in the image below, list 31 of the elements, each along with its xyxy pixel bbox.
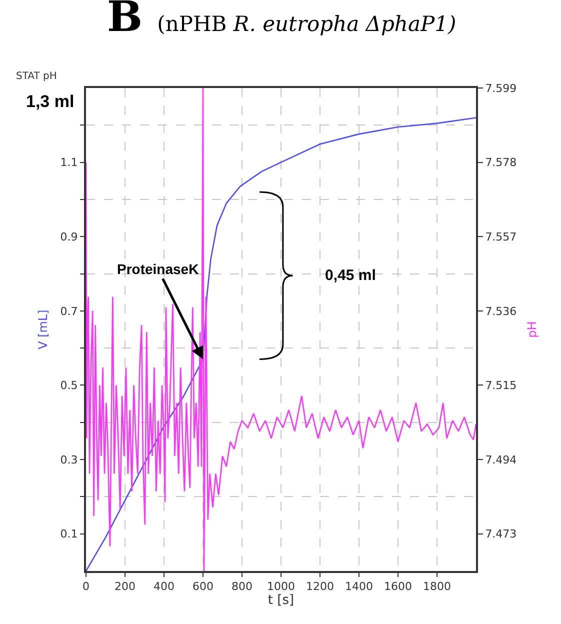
x-tick-label: 800 [232,580,252,594]
text: 1,3 ml [26,92,74,111]
y2-tick-label: 7.557 [485,230,517,244]
y-tick-label: 0.7 [60,304,78,318]
y2-tick-label: 7.599 [485,82,517,95]
y2-tick-label: 7.515 [485,379,517,392]
x-tick-label: 1800 [423,580,451,594]
annotation: ProteinaseK [117,261,199,277]
x-tick-label: 1000 [267,580,295,594]
y-tick-label: 0.5 [60,379,78,392]
annotation: 0,45 ml [325,267,376,284]
y-tick-label: 0.1 [60,528,78,541]
y2-tick-label: 7.536 [485,304,517,318]
x-tick-label: 600 [192,580,214,594]
x-tick-label: 400 [154,580,174,594]
chart-title: B (nPHB R. eutropha ΔphaP1) [107,0,456,41]
x-tick-label: 1400 [345,580,373,594]
y2-tick-label: 7.578 [485,156,517,170]
y-tick-label: 0.3 [60,453,78,466]
x-tick-label: 200 [114,580,136,594]
y2-axis-title: pH [525,321,540,338]
x-tick-label: 0 [82,580,90,594]
x-tick-label: 1600 [384,580,412,594]
y-tick-label: 0.9 [60,230,78,244]
y-axis-title: V [mL] [36,310,50,350]
x-tick-label: 1200 [306,580,334,594]
y2-tick-label: 7.473 [485,528,517,541]
y-tick-label: 1.1 [60,156,78,170]
y2-tick-label: 7.494 [485,453,517,466]
text: STAT pH [16,71,57,82]
x-axis-title: t [s] [268,593,294,608]
